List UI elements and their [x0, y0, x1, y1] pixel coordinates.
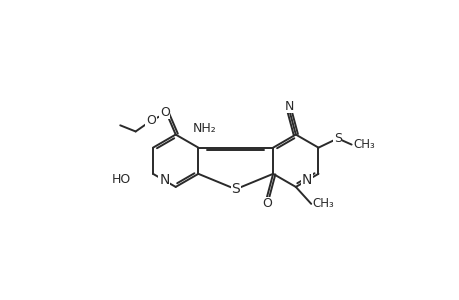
Text: N: N	[159, 173, 169, 188]
Text: O: O	[262, 197, 271, 210]
Text: O: O	[160, 106, 169, 119]
Text: S: S	[333, 132, 341, 145]
Text: S: S	[231, 182, 240, 196]
Text: N: N	[284, 100, 294, 112]
Text: CH₃: CH₃	[312, 197, 334, 210]
Text: CH₃: CH₃	[353, 138, 374, 151]
Text: O: O	[146, 114, 156, 127]
Text: NH₂: NH₂	[192, 122, 216, 135]
Text: N: N	[301, 173, 312, 188]
Text: HO: HO	[112, 173, 131, 187]
